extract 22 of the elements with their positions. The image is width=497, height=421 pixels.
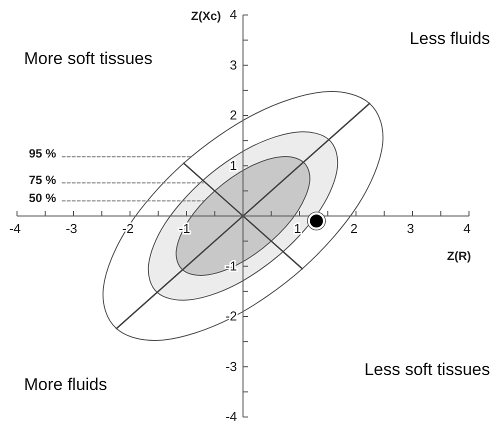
x-tick-label: 2 — [350, 221, 358, 236]
x-tick-label: 1 — [294, 221, 302, 236]
y-tick-label: 4 — [230, 7, 237, 22]
annotation: Less fluids — [410, 29, 490, 48]
annotation: 95 % — [28, 146, 57, 161]
x-tick-label: 4 — [463, 221, 471, 236]
y-tick-label: 2 — [230, 108, 237, 122]
line-series — [116, 102, 370, 330]
y-tick-label: -4 — [225, 409, 237, 421]
y-axis-title: Z(Xc) — [191, 9, 222, 23]
y-tick-label: -3 — [225, 358, 237, 374]
annotation: Less soft tissues — [364, 360, 490, 379]
x-tick-label: -3 — [66, 221, 78, 236]
y-tick-label: 1 — [230, 158, 237, 173]
x-axis-title: Z(R) — [447, 249, 471, 263]
x-tick-label: 3 — [406, 221, 414, 236]
annotation: More soft tissues — [24, 49, 152, 68]
x-tick-label: -4 — [9, 221, 21, 236]
y-tick-label: 3 — [230, 57, 237, 72]
annotation: 75 % — [28, 172, 57, 187]
annotation: 50 % — [28, 190, 57, 205]
annotation: More fluids — [24, 375, 108, 394]
